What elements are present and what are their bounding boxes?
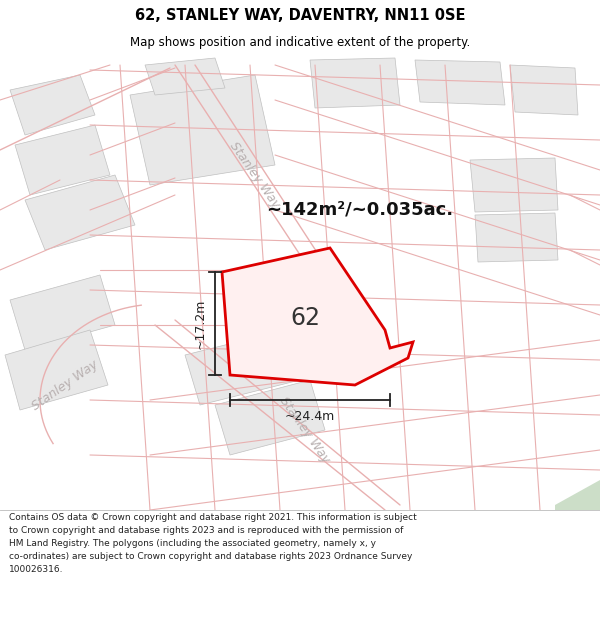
- Polygon shape: [555, 480, 600, 560]
- Polygon shape: [415, 60, 505, 105]
- Text: Stanley Way: Stanley Way: [29, 357, 101, 412]
- Polygon shape: [130, 75, 275, 185]
- Text: ~17.2m: ~17.2m: [194, 298, 207, 349]
- Text: Contains OS data © Crown copyright and database right 2021. This information is : Contains OS data © Crown copyright and d…: [9, 514, 417, 574]
- Text: ~24.4m: ~24.4m: [285, 410, 335, 423]
- Polygon shape: [5, 330, 108, 410]
- Text: Stanley Way: Stanley Way: [227, 139, 283, 211]
- Text: Map shows position and indicative extent of the property.: Map shows position and indicative extent…: [130, 36, 470, 49]
- Polygon shape: [10, 275, 115, 350]
- Polygon shape: [25, 175, 135, 250]
- Polygon shape: [310, 58, 400, 108]
- Text: 62: 62: [290, 306, 320, 330]
- Polygon shape: [222, 248, 413, 385]
- Polygon shape: [470, 158, 558, 212]
- Text: Stanley Way: Stanley Way: [277, 394, 332, 466]
- Polygon shape: [510, 65, 578, 115]
- Polygon shape: [10, 75, 95, 135]
- Polygon shape: [145, 58, 225, 95]
- Polygon shape: [475, 213, 558, 262]
- Polygon shape: [185, 330, 300, 405]
- Polygon shape: [15, 125, 110, 195]
- Text: ~142m²/~0.035ac.: ~142m²/~0.035ac.: [266, 201, 454, 219]
- Polygon shape: [215, 380, 325, 455]
- Text: 62, STANLEY WAY, DAVENTRY, NN11 0SE: 62, STANLEY WAY, DAVENTRY, NN11 0SE: [135, 8, 465, 23]
